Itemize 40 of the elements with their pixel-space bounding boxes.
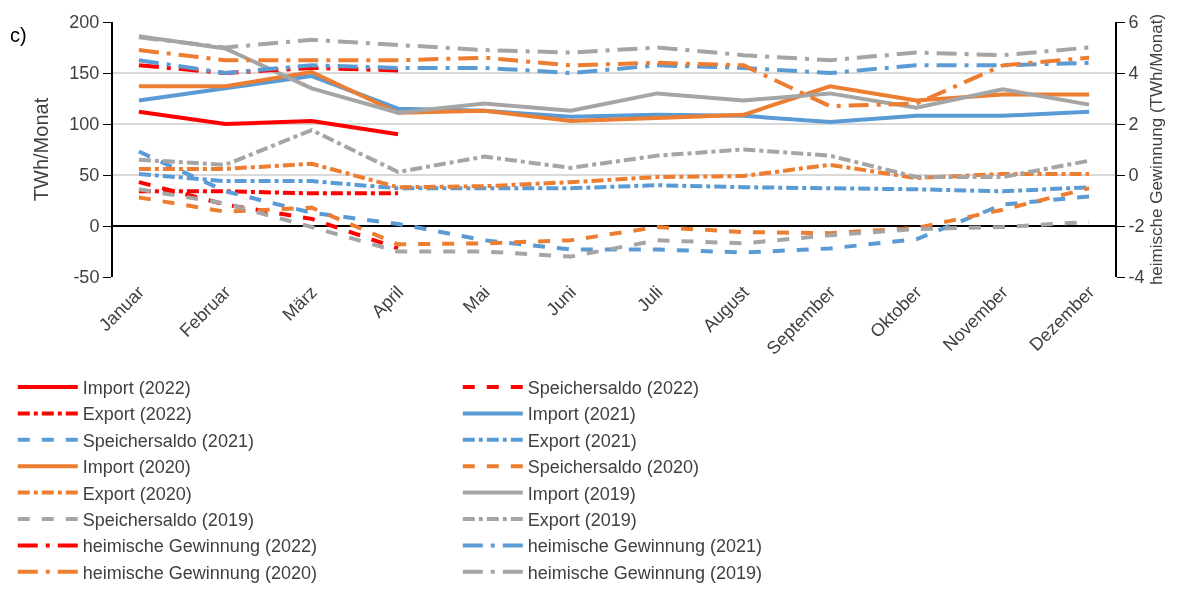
legend-label: heimische Gewinnung (2022) [82, 536, 317, 557]
legend-label: Import (2019) [527, 483, 636, 504]
legend-label: Import (2021) [527, 404, 636, 425]
line-series [136, 58, 1092, 75]
legend-label: heimische Gewinnung (2021) [527, 536, 762, 557]
legend-label: Speichersaldo (2020) [527, 457, 699, 478]
legend-label: Speichersaldo (2022) [527, 378, 699, 399]
y-tick-label: -50 [73, 267, 100, 288]
y-tick-label: 200 [69, 12, 100, 33]
line-series [136, 186, 1092, 247]
text: c) [10, 24, 27, 46]
line-series [136, 109, 401, 137]
legend-label: Export (2019) [527, 510, 637, 531]
y-tick-label: 100 [69, 114, 100, 135]
y-axis-title: TWh/Monat [30, 97, 53, 202]
y2-tick-label: 4 [1128, 63, 1139, 84]
line-series [136, 161, 1092, 190]
y2-axis-title: heimische Gewinnung (TWh/Monat) [1146, 13, 1166, 286]
legend-label: Export (2021) [527, 430, 637, 451]
x-tick-label: Juli [633, 282, 667, 316]
legend-label: Import (2022) [82, 378, 191, 399]
y2-tick-label: -4 [1128, 267, 1145, 288]
y2-tick-label: 6 [1128, 12, 1139, 33]
legend-label: heimische Gewinnung (2019) [527, 562, 762, 583]
y2-tick-label: 0 [1128, 165, 1139, 186]
line-series [136, 63, 401, 75]
legend-label: Export (2022) [82, 404, 192, 425]
legend-label: Export (2020) [82, 483, 192, 504]
y-tick-label: 0 [89, 216, 100, 237]
legend-label: Import (2020) [82, 457, 191, 478]
legend-label: heimische Gewinnung (2020) [82, 562, 317, 583]
line-series [136, 180, 401, 251]
legend-label: Speichersaldo (2019) [82, 510, 254, 531]
y-tick-label: 50 [79, 165, 100, 186]
y-tick-label: 150 [69, 63, 100, 84]
y2-tick-label: 2 [1128, 114, 1139, 135]
legend-label: Speichersaldo (2021) [82, 430, 254, 451]
line-series [136, 149, 1092, 255]
y2-tick-label: -2 [1128, 216, 1145, 237]
x-tick-label: Mai [458, 282, 494, 317]
